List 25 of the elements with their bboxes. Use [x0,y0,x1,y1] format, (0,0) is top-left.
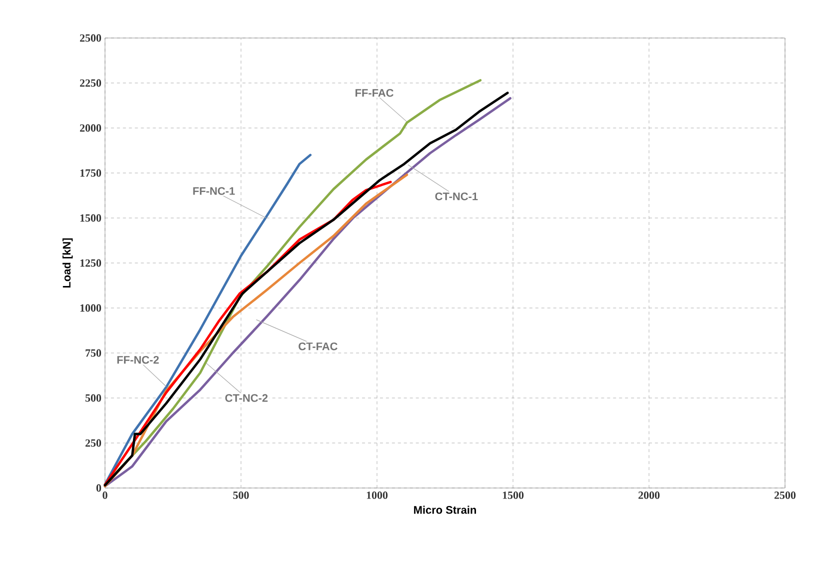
x-tick-label: 500 [233,492,249,499]
annotation: CT-NC-2 [225,394,268,402]
y-tick-label: 1000 [80,304,102,312]
y-tick-label: 0 [96,484,102,492]
y-tick-label: 2000 [80,124,102,132]
x-tick-label: 1000 [366,492,388,499]
x-tick-label: 1500 [502,492,524,499]
annotation: FF-NC-2 [117,356,159,364]
y-tick-label: 1750 [80,169,102,177]
y-axis-title: Load [kN] [62,238,73,288]
x-tick-label: 2500 [774,492,796,499]
annotation: FF-FAC [356,89,394,97]
y-tick-label: 750 [86,349,102,357]
y-tick-label: 2500 [80,34,102,42]
y-tick-label: 1500 [80,214,102,222]
y-tick-label: 500 [85,394,102,402]
annotation: FF-NC-1 [193,187,235,195]
y-tick-label: 2250 [80,79,102,87]
x-axis-title: Micro Strain [414,506,476,514]
annotation: CT-NC-1 [435,192,478,200]
y-tick-label: 1250 [80,259,102,267]
x-tick-label: 0 [102,492,108,499]
y-tick-label: 250 [85,439,102,447]
annotation: CT-FAC [298,342,338,350]
x-tick-label: 2000 [638,492,660,499]
